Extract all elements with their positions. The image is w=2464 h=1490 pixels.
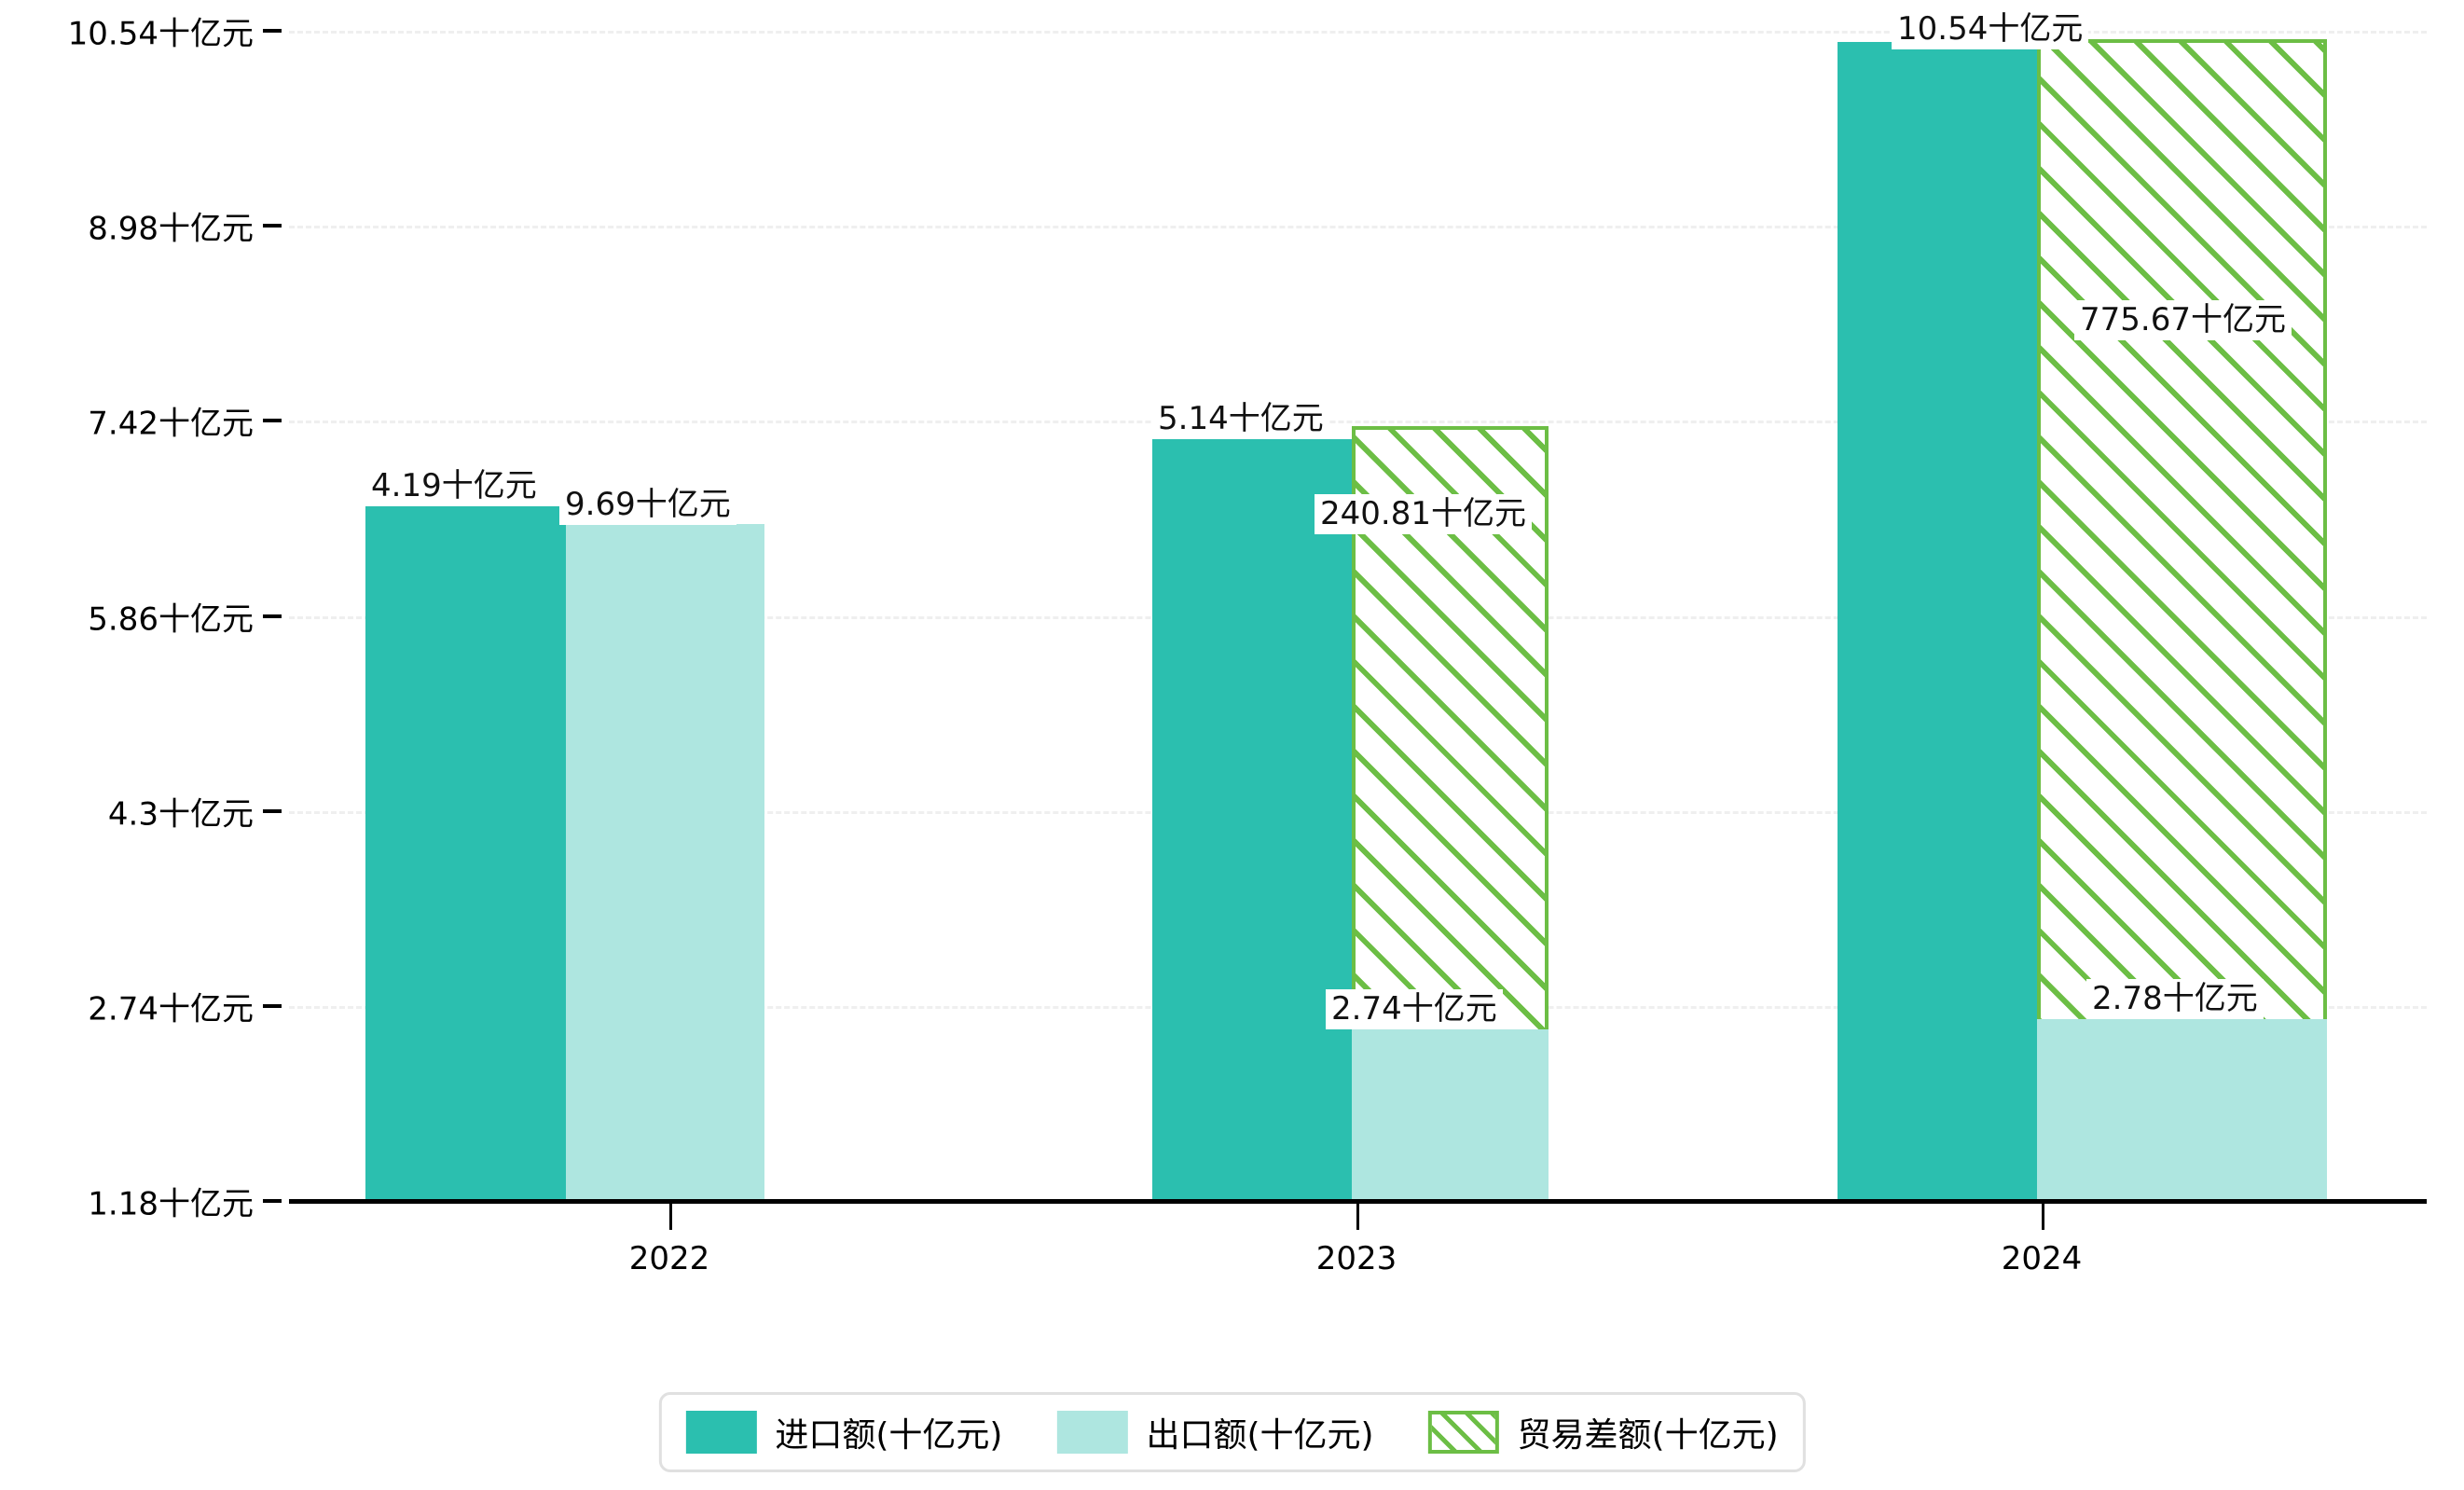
y-tick-mark [263, 1004, 282, 1008]
y-tick-label: 5.86十亿元 [88, 600, 254, 639]
gridline [289, 31, 2427, 34]
legend-export[interactable]: 出口额(十亿元) [1056, 1408, 1374, 1456]
export-2024[interactable] [2037, 1019, 2327, 1201]
legend-balance-swatch-icon [1427, 1411, 1499, 1454]
x-tick-label: 2022 [628, 1240, 710, 1277]
x-tick-label: 2023 [1315, 1240, 1397, 1277]
export-2024-value-label: 2.78十亿元 [2086, 979, 2264, 1020]
y-tick-label: 7.42十亿元 [88, 405, 254, 443]
y-tick-label: 4.3十亿元 [107, 795, 254, 834]
gridline [289, 226, 2427, 228]
legend-import-swatch-icon [685, 1411, 757, 1454]
y-tick-label: 10.54十亿元 [67, 15, 254, 53]
legend-import[interactable]: 进口额(十亿元) [685, 1408, 1002, 1456]
x-tick-mark [669, 1204, 672, 1230]
legend-import-label: 进口额(十亿元) [775, 1416, 1003, 1455]
gridline [289, 421, 2427, 423]
legend-export-label: 出口额(十亿元) [1146, 1416, 1374, 1455]
export-2022-value-label: 9.69十亿元 [559, 485, 736, 526]
import-2023[interactable] [1152, 439, 1352, 1201]
balance-2024-value-label: 775.67十亿元 [2074, 300, 2292, 341]
import-2024[interactable] [1838, 42, 2037, 1201]
chart-legend: 进口额(十亿元) 出口额(十亿元) 贸易差额(十亿元) [658, 1392, 1806, 1472]
legend-balance[interactable]: 贸易差额(十亿元) [1427, 1408, 1779, 1456]
y-tick-mark [263, 614, 282, 618]
export-2023[interactable] [1352, 1029, 1549, 1201]
x-tick-mark [1356, 1204, 1359, 1230]
y-tick-mark [263, 419, 282, 422]
y-tick-mark [263, 29, 282, 33]
x-tick-mark [2042, 1204, 2044, 1230]
x-axis-line [289, 1199, 2427, 1204]
import-2023-value-label: 5.14十亿元 [1152, 399, 1329, 440]
export-2022[interactable] [566, 524, 764, 1201]
y-tick-mark [263, 809, 282, 813]
import-2022-value-label: 4.19十亿元 [365, 466, 543, 507]
x-tick-label: 2024 [2001, 1240, 2083, 1277]
legend-export-swatch-icon [1056, 1411, 1128, 1454]
export-2023-value-label: 2.74十亿元 [1326, 989, 1503, 1030]
y-tick-label: 8.98十亿元 [88, 210, 254, 248]
import-2022[interactable] [365, 506, 566, 1201]
y-tick-label: 1.18十亿元 [88, 1185, 254, 1223]
balance-2023-value-label: 240.81十亿元 [1315, 494, 1532, 535]
y-tick-label: 2.74十亿元 [88, 990, 254, 1028]
legend-balance-label: 贸易差额(十亿元) [1517, 1416, 1779, 1455]
import-2024-value-label: 10.54十亿元 [1892, 9, 2089, 50]
y-tick-mark [263, 1199, 282, 1203]
y-tick-mark [263, 224, 282, 228]
